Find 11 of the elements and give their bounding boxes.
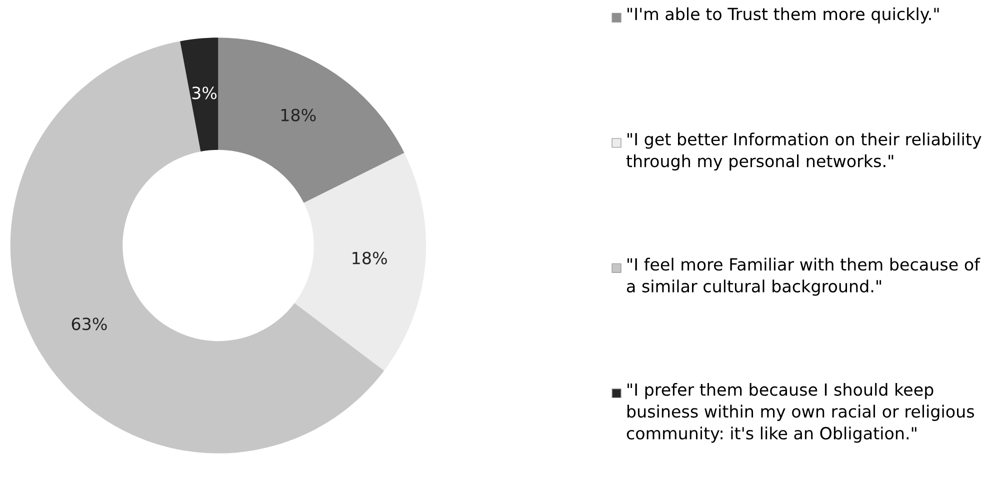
data-label: 63% bbox=[72, 318, 107, 330]
donut-slice bbox=[180, 38, 218, 152]
donut-slice bbox=[218, 38, 404, 203]
legend-label: "I'm able to Trust them more quickly." bbox=[628, 7, 939, 24]
legend-label: "I feel more Familiar with them because of a similar cultural background." bbox=[626, 258, 980, 296]
data-label: 18% bbox=[281, 108, 316, 122]
legend-label: "I prefer them because I should keep business within my own racial or religious community: it's like an Obligation." bbox=[626, 382, 974, 443]
data-label: 18% bbox=[352, 252, 387, 264]
donut-slice bbox=[294, 152, 426, 371]
data-label: 3% bbox=[192, 86, 217, 100]
legend-label: "I get better Information on their reliability through my personal networks." bbox=[626, 132, 982, 171]
